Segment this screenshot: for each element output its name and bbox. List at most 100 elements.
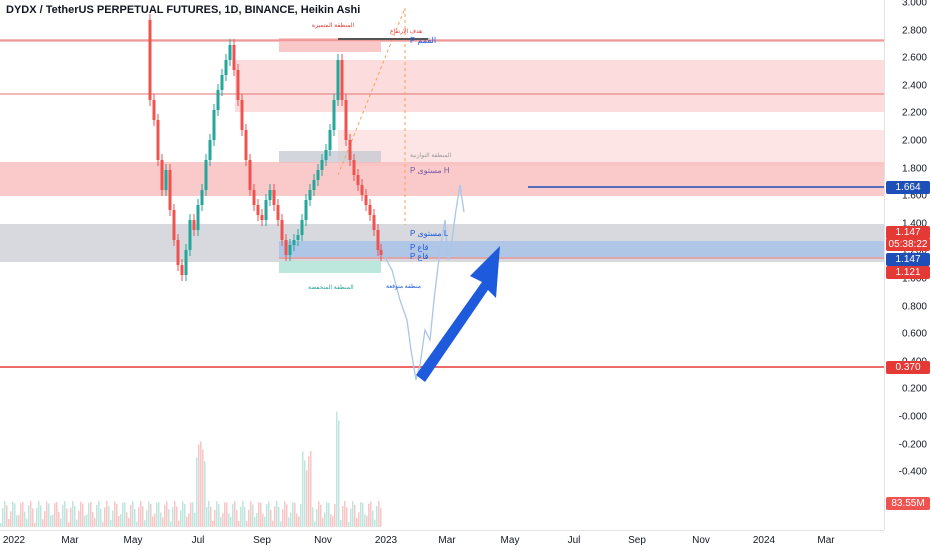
price-tick: 2.000	[901, 135, 927, 147]
volume-bar	[376, 505, 378, 527]
price-tick: 0.200	[901, 383, 927, 395]
price-tick: 0.600	[901, 328, 927, 340]
volume-bar	[238, 520, 240, 527]
candle-body	[272, 190, 276, 205]
price-tick: 1.000	[901, 273, 927, 285]
volume-bar	[218, 504, 220, 527]
volume-bar	[216, 501, 218, 527]
candle-body	[260, 215, 264, 220]
candle-body	[240, 100, 244, 130]
candle-body	[336, 60, 340, 100]
volume-bar	[166, 501, 168, 527]
volume-bar	[304, 460, 306, 527]
volume-bar	[112, 510, 114, 527]
red-zone-main	[0, 162, 884, 196]
price-tick: 1.200	[901, 245, 927, 257]
volume-bar	[170, 521, 172, 527]
candle-body	[192, 220, 196, 230]
volume-bar	[116, 503, 118, 527]
candle-body	[204, 160, 208, 190]
candle-body	[212, 110, 216, 140]
volume-bar	[24, 511, 26, 527]
candle-body	[356, 175, 360, 185]
price-tick: -0.000	[898, 411, 927, 423]
volume-bar	[10, 511, 12, 527]
supply-zone-small	[279, 38, 381, 52]
volume-bar	[320, 504, 322, 527]
volume-bar	[366, 515, 368, 527]
candle-body	[288, 245, 292, 255]
time-tick: 2022	[2, 535, 26, 546]
volume-bar	[130, 504, 132, 527]
volume-bar	[66, 508, 68, 527]
volume-bar	[310, 451, 312, 527]
time-tick: Nov	[692, 535, 710, 546]
volume-bar	[256, 512, 258, 527]
volume-bar	[276, 501, 278, 527]
candle-body	[364, 195, 368, 205]
candle-body	[304, 200, 308, 220]
candle-body	[284, 240, 288, 255]
volume-bar	[40, 505, 42, 527]
candle-body	[200, 190, 204, 205]
volume-bar	[288, 517, 290, 527]
price-chart[interactable]	[0, 0, 884, 530]
volume-bar	[48, 503, 50, 527]
volume-bar	[196, 457, 198, 527]
volume-bar	[332, 516, 334, 527]
volume-bar	[64, 501, 66, 527]
volume-bar	[312, 507, 314, 527]
level-label-eq2: P قاع	[410, 252, 429, 261]
candles-group	[148, 14, 383, 281]
volume-bar	[134, 509, 136, 527]
time-axis[interactable]: 2022 Mar May Jul Sep Nov 2023 Mar May Jul Sep Nov 20…	[0, 530, 884, 551]
volume-group	[0, 411, 382, 527]
candle-body	[228, 45, 232, 60]
volume-bar	[44, 511, 46, 527]
volume-bar	[16, 515, 18, 527]
volume-bar	[224, 502, 226, 527]
volume-bar	[84, 515, 86, 527]
volume-bar	[374, 519, 376, 527]
zone-label-balance: المنطقة التوازنية	[410, 153, 452, 159]
volume-bar	[338, 420, 340, 527]
volume-bar	[306, 470, 308, 527]
volume-bar	[192, 502, 194, 527]
volume-bar	[208, 501, 210, 527]
candle-body	[248, 160, 252, 190]
volume-bar	[32, 508, 34, 527]
candle-body	[148, 20, 152, 100]
volume-bar	[290, 512, 292, 527]
volume-bar	[300, 503, 302, 527]
volume-bar	[206, 506, 208, 527]
volume-bar	[96, 504, 98, 527]
volume-bar	[298, 516, 300, 527]
volume-bar	[322, 517, 324, 527]
volume-bar	[326, 502, 328, 527]
price-tick: 2.800	[901, 25, 927, 37]
candle-body	[316, 170, 320, 180]
volume-bar	[0, 523, 2, 527]
volume-bar	[168, 509, 170, 527]
candle-body	[372, 215, 376, 230]
zone-label-supply: المنطقة المتميزة	[312, 23, 355, 29]
time-tick: Jul	[191, 535, 205, 546]
teal-zone	[279, 261, 381, 273]
candle-body	[256, 205, 260, 215]
price-tick: 3.000	[901, 0, 927, 9]
volume-bar	[212, 520, 214, 527]
volume-bar	[140, 501, 142, 527]
volume-bar	[154, 513, 156, 527]
volume-bar	[234, 501, 236, 527]
volume-bar	[90, 502, 92, 527]
volume-bar	[262, 513, 264, 527]
candle-body	[220, 75, 224, 90]
volume-bar	[158, 502, 160, 527]
candle-body	[156, 120, 160, 160]
volume-bar	[110, 519, 112, 527]
volume-bar	[176, 506, 178, 527]
volume-bar	[280, 521, 282, 527]
level-label-eq1: P قاع	[410, 243, 429, 252]
volume-bar	[186, 516, 188, 527]
